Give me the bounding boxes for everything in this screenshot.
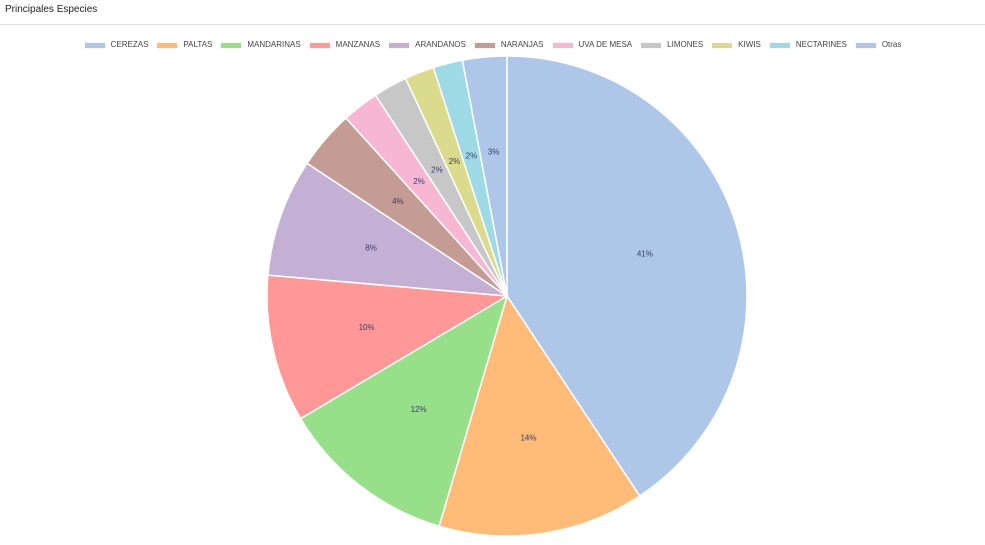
data-label-kiwis: 2% [449, 157, 461, 166]
legend-label-naranjas: NARANJAS [500, 40, 544, 49]
legend-label-paltas: PALTAS [183, 40, 213, 49]
legend-label-manzanas: MANZANAS [335, 40, 381, 49]
legend-swatch-otras [854, 41, 877, 49]
pie-slice-paltas[interactable] [438, 294, 641, 537]
legend-swatch-paltas [156, 41, 179, 49]
legend-swatch-nectarines [768, 41, 791, 49]
legend-swatch-manzanas [308, 41, 331, 49]
pie-slice-mandarinas[interactable] [299, 294, 509, 528]
legend-label-uva-de-mesa: UVA DE MESA [578, 40, 633, 49]
panel-header: Principales Especies [0, 0, 985, 25]
legend-swatch-uva-de-mesa [551, 41, 574, 49]
panel-title: Principales Especies [5, 4, 98, 15]
legend-swatch-mandarinas [220, 41, 243, 49]
legend-label-cerezas: CEREZAS [110, 40, 149, 49]
legend-item-nectarines[interactable]: NECTARINES [768, 40, 847, 50]
data-label-uva-de-mesa: 2% [413, 177, 425, 186]
legend-swatch-cerezas [83, 41, 106, 49]
legend-item-limones[interactable]: LIMONES [640, 40, 703, 50]
data-label-paltas: 14% [520, 434, 536, 443]
legend-item-naranjas[interactable]: NARANJAS [473, 40, 544, 50]
legend-item-mandarinas[interactable]: MANDARINAS [220, 40, 301, 50]
data-label-arandanos: 8% [365, 244, 377, 253]
legend-label-mandarinas: MANDARINAS [247, 40, 301, 49]
data-label-naranjas: 4% [392, 197, 404, 206]
data-label-cerezas: 41% [637, 250, 653, 259]
data-label-nectarines: 2% [466, 152, 478, 161]
legend-item-otras[interactable]: Otras [854, 40, 902, 50]
legend-label-nectarines: NECTARINES [795, 40, 847, 49]
data-label-mandarinas: 12% [411, 405, 427, 414]
chart-legend: CEREZAS PALTAS MANDARINAS MANZANAS ARANDANOS… [0, 39, 985, 51]
data-label-limones: 2% [431, 165, 443, 174]
legend-swatch-kiwis [711, 41, 734, 49]
legend-label-limones: LIMONES [667, 40, 704, 49]
legend-item-uva-de-mesa[interactable]: UVA DE MESA [551, 40, 633, 50]
legend-swatch-naranjas [473, 41, 496, 49]
legend-label-kiwis: KIWIS [738, 40, 761, 49]
legend-label-arandanos: ARANDANOS [415, 40, 466, 49]
legend-item-manzanas[interactable]: MANZANAS [308, 40, 381, 50]
legend-item-paltas[interactable]: PALTAS [156, 40, 212, 50]
pie-slice-manzanas[interactable] [266, 274, 510, 420]
pie-slice-arandanos[interactable] [267, 162, 508, 297]
legend-item-kiwis[interactable]: KIWIS [711, 40, 761, 50]
legend-item-cerezas[interactable]: CEREZAS [83, 40, 149, 50]
data-label-manzanas: 10% [359, 323, 375, 332]
legend-swatch-limones [640, 41, 663, 49]
legend-swatch-arandanos [388, 41, 411, 49]
pie-slice-otras[interactable] [461, 55, 508, 297]
data-label-otras: 3% [488, 148, 500, 157]
legend-label-otras: Otras [881, 40, 902, 49]
legend-item-arandanos[interactable]: ARANDANOS [388, 40, 466, 50]
